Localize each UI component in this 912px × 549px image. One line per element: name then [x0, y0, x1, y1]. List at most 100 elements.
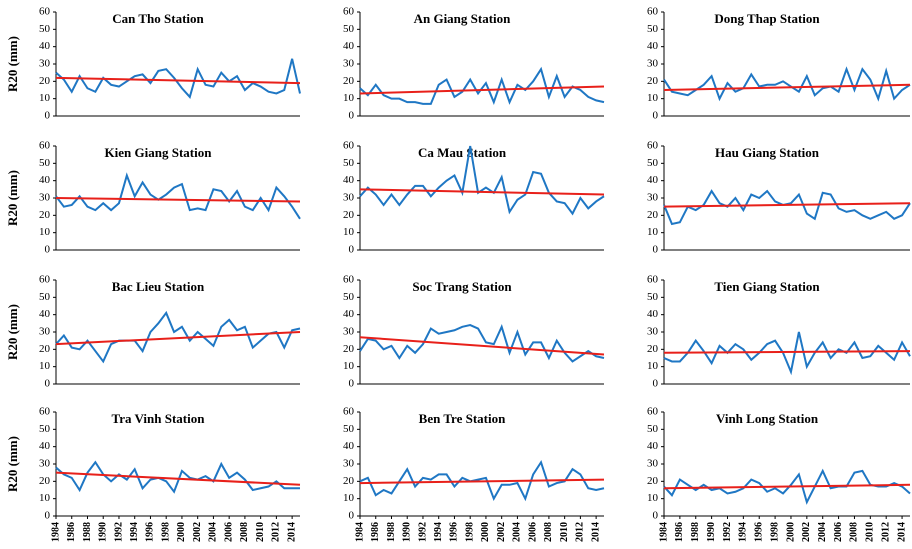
y-tick-label: 10 [39, 360, 51, 372]
y-tick-label: 20 [647, 475, 659, 487]
data-line [55, 58, 301, 99]
data-line [359, 459, 605, 502]
chart-title: Can Tho Station [112, 11, 204, 26]
y-tick-label: 20 [39, 343, 51, 355]
chart-title: Ben Tre Station [419, 411, 506, 426]
x-tick-label: 2008 [239, 522, 250, 542]
y-axis-label: R20 (mm) [5, 170, 20, 226]
y-tick-label: 50 [647, 291, 659, 303]
chart-title: Tien Giang Station [714, 279, 820, 294]
y-tick-label: 60 [343, 140, 355, 152]
trend-line [663, 83, 911, 91]
y-tick-label: 50 [647, 23, 659, 35]
chart-title: Hau Giang Station [715, 145, 820, 160]
y-tick-label: 30 [343, 458, 355, 470]
trend-line [663, 483, 911, 490]
x-tick-label: 2004 [817, 522, 828, 542]
y-tick-label: 20 [647, 343, 659, 355]
y-tick-label: 30 [343, 58, 355, 70]
y-tick-label: 60 [39, 6, 51, 18]
y-tick-label: 40 [39, 40, 51, 52]
y-tick-label: 60 [39, 274, 51, 286]
y-tick-label: 20 [343, 475, 355, 487]
trend-line [55, 197, 301, 203]
y-tick-label: 20 [647, 75, 659, 87]
y-axis-label: R20 (mm) [5, 436, 20, 492]
x-tick-label: 1998 [769, 522, 780, 542]
x-tick-label: 1986 [370, 522, 381, 542]
x-tick-label: 1994 [129, 522, 140, 542]
y-tick-label: 0 [349, 510, 355, 522]
x-tick-label: 1992 [113, 522, 124, 542]
y-tick-label: 40 [343, 308, 355, 320]
x-tick-label: 1988 [690, 522, 701, 542]
x-tick-label: 1996 [754, 522, 765, 542]
trend-line [663, 202, 911, 208]
y-tick-label: 10 [343, 92, 355, 104]
trend-line [359, 478, 605, 485]
chart-title: An Giang Station [414, 11, 512, 26]
trend-line [359, 188, 605, 196]
x-tick-label: 1992 [722, 522, 733, 542]
y-tick-label: 10 [647, 360, 659, 372]
y-tick-label: 10 [343, 492, 355, 504]
x-tick-label: 1988 [386, 522, 397, 542]
x-tick-label: 1992 [417, 522, 428, 542]
y-tick-label: 10 [343, 360, 355, 372]
y-tick-label: 50 [647, 423, 659, 435]
y-tick-label: 40 [39, 440, 51, 452]
trend-line [663, 350, 911, 354]
x-tick-label: 2014 [286, 522, 297, 542]
x-tick-label: 2012 [880, 522, 891, 542]
x-tick-label: 2010 [255, 522, 266, 542]
y-tick-label: 0 [653, 110, 659, 122]
chart-title: Vinh Long Station [716, 411, 819, 426]
y-tick-label: 30 [647, 458, 659, 470]
x-tick-label: 2006 [527, 522, 538, 542]
y-tick-label: 40 [343, 174, 355, 186]
y-axis-label: R20 (mm) [5, 36, 20, 92]
y-tick-label: 50 [343, 157, 355, 169]
y-tick-label: 40 [647, 174, 659, 186]
y-tick-label: 0 [349, 110, 355, 122]
x-tick-label: 1994 [433, 522, 444, 542]
x-tick-label: 2008 [849, 522, 860, 542]
y-tick-label: 30 [39, 458, 51, 470]
x-tick-label: 2012 [271, 522, 282, 542]
data-line [663, 189, 911, 226]
y-tick-label: 10 [647, 492, 659, 504]
x-tick-label: 1994 [738, 522, 749, 542]
data-line [55, 460, 300, 494]
y-tick-label: 0 [349, 244, 355, 256]
y-tick-label: 50 [39, 157, 51, 169]
chart-title: Soc Trang Station [412, 279, 512, 294]
x-tick-label: 2010 [559, 522, 570, 542]
x-tick-label: 2000 [176, 522, 187, 542]
x-tick-label: 2014 [896, 522, 907, 542]
y-tick-label: 20 [343, 209, 355, 221]
y-tick-label: 10 [39, 92, 51, 104]
x-tick-label: 1996 [145, 522, 156, 542]
x-tick-label: 1984 [658, 522, 669, 542]
x-tick-label: 1984 [354, 522, 365, 542]
x-tick-label: 1990 [402, 522, 413, 542]
x-tick-label: 1984 [50, 522, 61, 542]
y-tick-label: 30 [343, 192, 355, 204]
x-tick-label: 1986 [674, 522, 685, 542]
y-tick-label: 20 [343, 343, 355, 355]
trend-line [55, 331, 301, 346]
x-tick-label: 2002 [496, 522, 507, 542]
y-tick-label: 60 [647, 140, 659, 152]
trend-line [359, 336, 605, 356]
y-tick-label: 20 [39, 475, 51, 487]
y-axis-label: R20 (mm) [5, 304, 20, 360]
x-tick-label: 2002 [801, 522, 812, 542]
x-tick-label: 2004 [208, 522, 219, 542]
chart-title: Tra Vinh Station [112, 411, 206, 426]
data-line [663, 66, 911, 102]
y-tick-label: 40 [647, 40, 659, 52]
y-tick-label: 20 [39, 209, 51, 221]
y-tick-label: 30 [343, 326, 355, 338]
y-tick-label: 60 [647, 6, 659, 18]
y-tick-label: 30 [647, 326, 659, 338]
